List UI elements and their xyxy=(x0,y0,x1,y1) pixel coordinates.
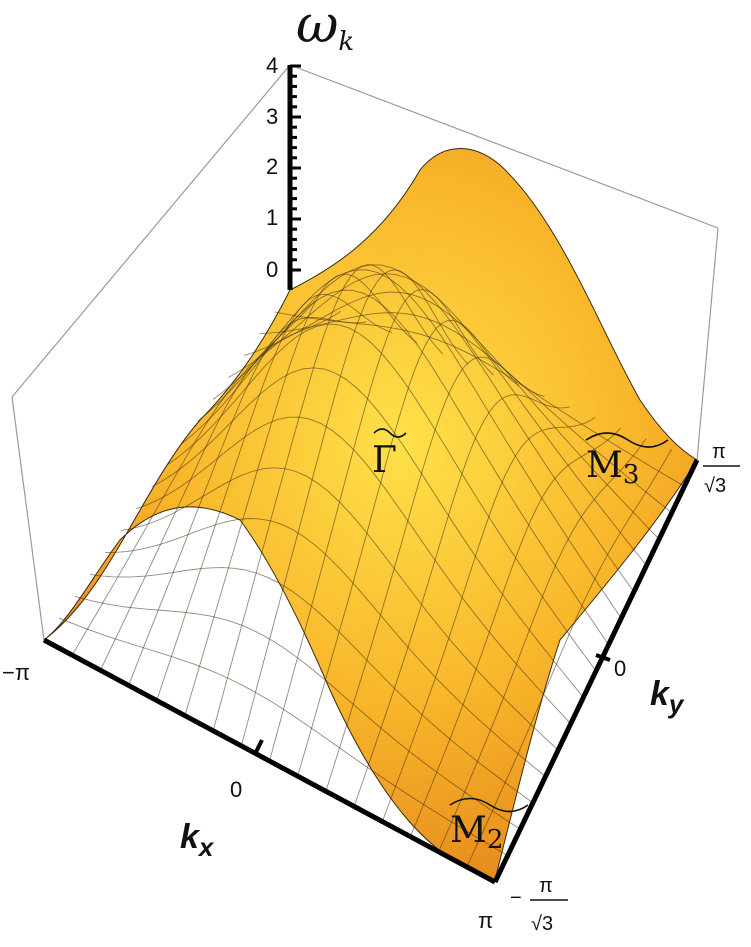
mesh-line xyxy=(182,289,609,645)
box-edge xyxy=(289,64,719,229)
box-edge xyxy=(696,227,719,461)
m2-label: M2 xyxy=(449,797,529,855)
gamma-label: Γ xyxy=(372,428,407,481)
svg-text:π: π xyxy=(712,441,726,463)
kx-tick-pi: π xyxy=(478,908,493,933)
omega-axis-title: ωk xyxy=(296,0,354,57)
omega-axis-ticks xyxy=(290,64,301,272)
mesh-line xyxy=(297,319,520,777)
ky-tick-zero: 0 xyxy=(614,656,626,681)
mesh-line xyxy=(409,427,622,837)
kx-tick-zero: 0 xyxy=(230,777,242,802)
svg-text:√3: √3 xyxy=(704,475,726,497)
kx-axis-line xyxy=(42,637,497,885)
mesh-line xyxy=(353,394,570,807)
mesh-line xyxy=(228,273,647,566)
ky-tick-mark xyxy=(595,653,611,662)
z-tick-2: 2 xyxy=(266,154,278,179)
ky-tick-minus-pi-over-sqrt3: − π √3 xyxy=(510,875,568,935)
mesh-line xyxy=(466,449,672,868)
surface-mesh xyxy=(43,148,698,881)
kx-tick-mark xyxy=(253,739,264,755)
mesh-lines xyxy=(59,264,685,868)
mesh-line xyxy=(243,291,660,540)
mesh-line xyxy=(212,264,635,593)
z-tick-3: 3 xyxy=(266,104,278,129)
mesh-line xyxy=(274,311,685,487)
mesh-line xyxy=(438,438,647,852)
mesh-line xyxy=(166,323,597,672)
kx-tick-minus-pi: −π xyxy=(2,660,30,685)
svg-text:√3: √3 xyxy=(531,913,553,935)
ky-axis-line xyxy=(492,458,700,884)
surface xyxy=(43,148,698,881)
box-edge xyxy=(11,396,45,641)
z-tick-4: 4 xyxy=(266,53,278,78)
m3-label: M3 xyxy=(585,432,669,490)
mesh-line xyxy=(381,417,596,822)
kx-axis-title: kx xyxy=(180,818,215,862)
ky-tick-pi-over-sqrt3: π √3 xyxy=(703,441,740,497)
z-tick-1: 1 xyxy=(266,205,278,230)
svg-text:M3: M3 xyxy=(586,445,639,490)
svg-text:−: − xyxy=(510,887,522,909)
mesh-line xyxy=(259,312,673,514)
svg-text:M2: M2 xyxy=(450,810,503,855)
box-edge xyxy=(11,64,291,398)
svg-text:π: π xyxy=(539,875,553,897)
ky-axis-title: ky xyxy=(650,675,685,719)
svg-text:Γ: Γ xyxy=(372,440,397,481)
z-tick-0: 0 xyxy=(266,257,278,282)
